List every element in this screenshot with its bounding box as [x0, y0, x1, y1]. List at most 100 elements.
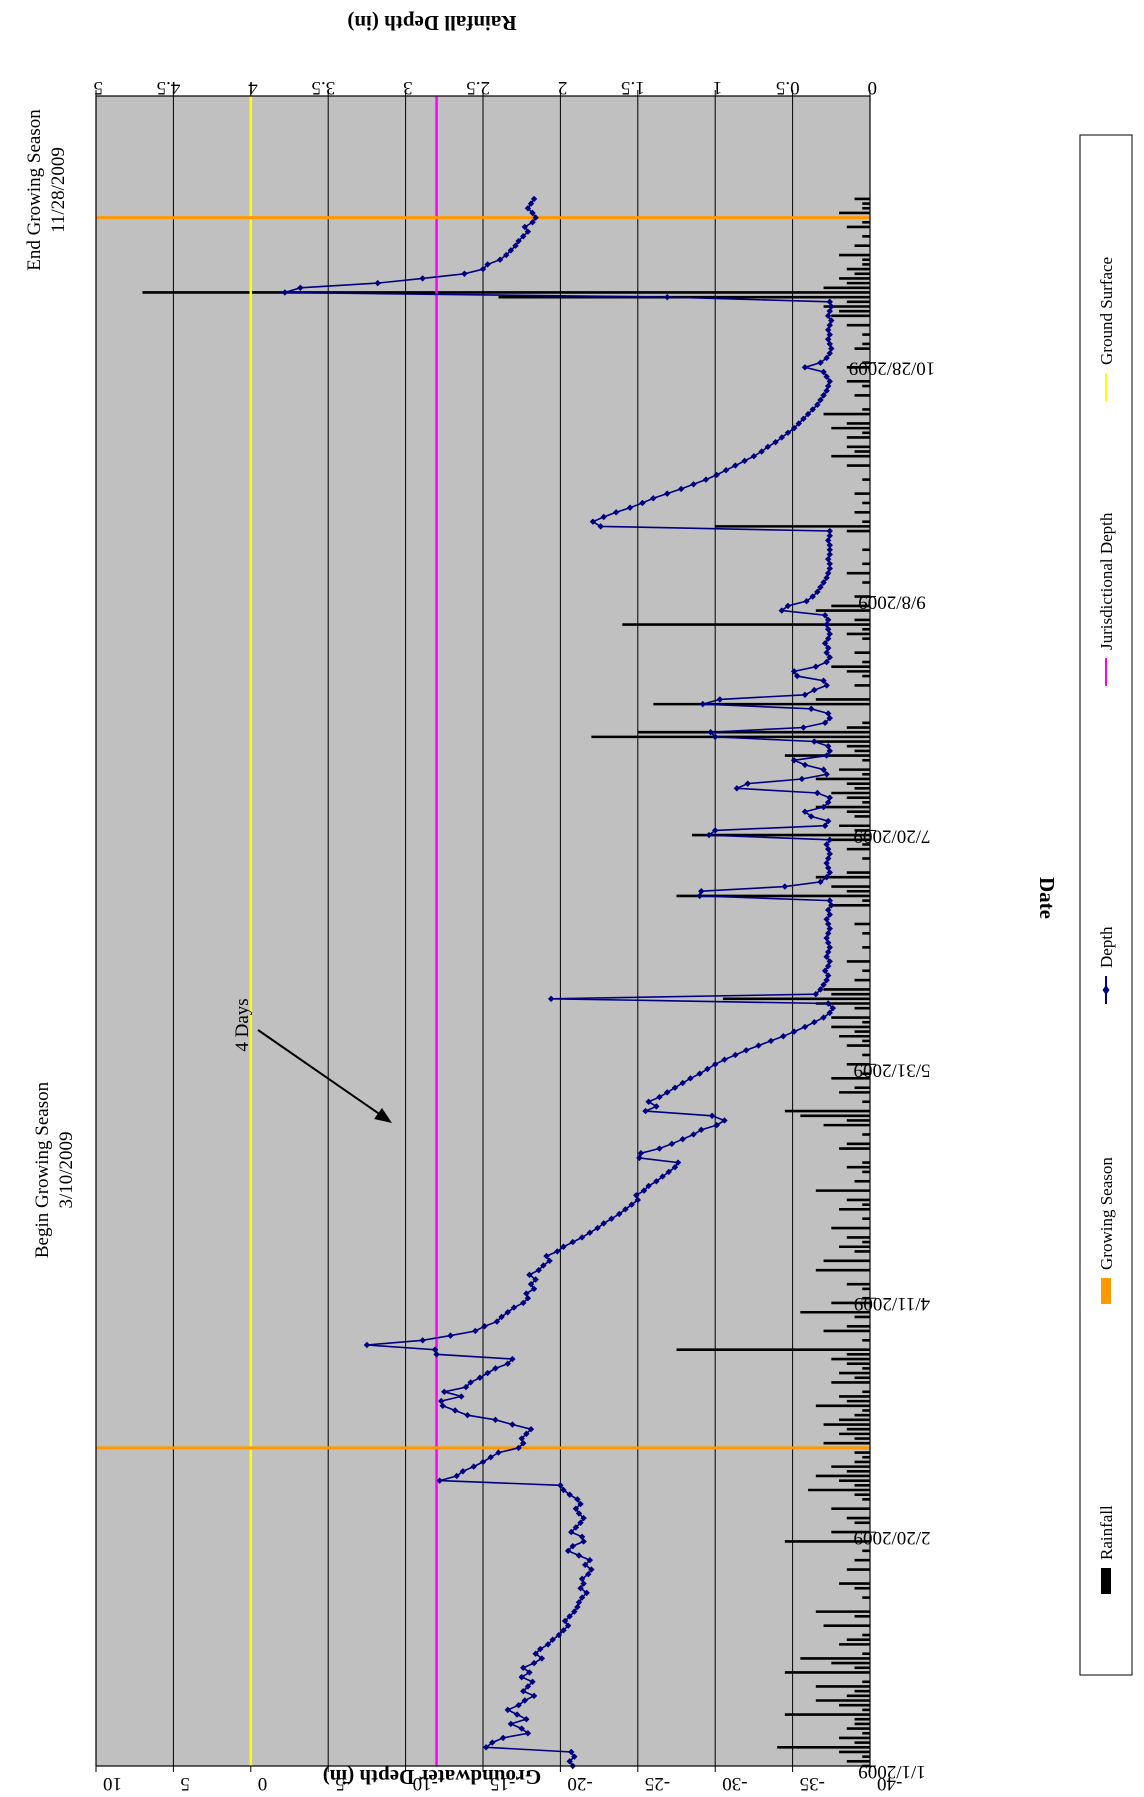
depth-point: [459, 1468, 467, 1475]
date-axis-tick-label: 4/11/2009: [854, 1293, 930, 1314]
left-axis-tick-label: 5: [180, 1773, 190, 1794]
left-axis-tick-label: -35: [800, 1773, 825, 1794]
depth-point: [803, 598, 810, 605]
depth-point: [554, 1248, 561, 1255]
depth-point: [564, 1547, 572, 1555]
right-axis-title: Rainfall Depth (in): [347, 11, 516, 35]
depth-point: [499, 1734, 507, 1742]
depth-point: [523, 1430, 530, 1438]
depth-point: [518, 1435, 525, 1442]
depth-point: [577, 1585, 584, 1592]
depth-point: [532, 1650, 539, 1657]
depth-point: [476, 1374, 484, 1381]
depth-point: [645, 1098, 652, 1105]
depth-point: [537, 1645, 544, 1653]
depth-point: [767, 1037, 775, 1045]
left-axis-tick-label: -15: [490, 1773, 515, 1794]
depth-point: [825, 930, 832, 937]
depth-point: [634, 1196, 641, 1204]
right-axis-tick-label: 0.5: [776, 77, 800, 98]
depth-point: [716, 696, 724, 703]
depth-point: [825, 1000, 832, 1007]
depth-point: [512, 242, 519, 249]
depth-point: [504, 1309, 511, 1316]
depth-point: [721, 1117, 728, 1124]
depth-point: [696, 892, 703, 900]
left-axis-tick-label: 10: [103, 1773, 122, 1794]
depth-point: [503, 251, 510, 259]
end-growing-season-line2: 11/28/2009: [48, 147, 69, 233]
depth-point: [825, 382, 832, 390]
depth-point: [823, 354, 830, 362]
depth-point: [441, 1388, 448, 1395]
depth-point: [447, 1332, 454, 1339]
right-axis-tick-label: 3.5: [311, 77, 335, 98]
legend-swatch: [1101, 1278, 1111, 1304]
depth-point: [812, 990, 820, 998]
begin-growing-season-annotation: Begin Growing Season 3/10/2009: [32, 1081, 77, 1258]
date-axis-tick-label: 10/28/2009: [849, 358, 936, 379]
depth-point: [419, 1337, 426, 1344]
depth-point: [530, 1692, 538, 1700]
depth-point: [829, 1004, 837, 1012]
left-axis-tick-label: -30: [722, 1773, 747, 1794]
depth-point: [581, 1561, 589, 1569]
depth-point: [823, 373, 830, 380]
depth-point: [801, 761, 809, 769]
depth-point: [571, 1608, 578, 1615]
depth-point: [825, 920, 832, 928]
depth-point: [583, 1589, 590, 1597]
depth-point: [825, 817, 832, 825]
depth-point: [628, 1201, 635, 1208]
depth-point: [823, 658, 830, 666]
depth-point: [758, 448, 765, 455]
depth-point: [492, 1416, 499, 1424]
depth-point: [569, 1238, 576, 1246]
begin-growing-season-line2: 3/10/2009: [56, 1131, 77, 1208]
legend-label: Ground Surface: [1097, 257, 1116, 365]
depth-point: [826, 897, 833, 904]
depth-point: [520, 1440, 527, 1447]
depth-point: [821, 822, 829, 829]
depth-point: [549, 1636, 556, 1643]
depth-point: [790, 757, 798, 764]
date-axis-tick-label: 7/20/2009: [853, 825, 930, 846]
depth-point: [481, 1323, 488, 1330]
depth-point: [826, 958, 833, 965]
depth-point: [809, 406, 816, 413]
date-axis-tick-label: 1/1/2009: [858, 1761, 926, 1782]
depth-point: [462, 1383, 470, 1391]
four-days-annotation: 4 Days: [232, 998, 392, 1123]
depth-point: [543, 1252, 550, 1260]
depth-point: [586, 1556, 594, 1564]
depth-point: [575, 1552, 583, 1559]
depth-point: [527, 1280, 535, 1288]
depth-point: [529, 219, 536, 226]
depth-point: [566, 1491, 573, 1498]
depth-point: [504, 1360, 511, 1367]
depth-point: [820, 803, 827, 811]
depth-point: [557, 1482, 564, 1489]
depth-point: [817, 583, 824, 591]
depth-point: [800, 415, 807, 422]
depth-point: [520, 1299, 527, 1307]
right-axis-tick-label: 5: [94, 77, 104, 98]
depth-point: [825, 855, 832, 862]
depth-point: [574, 1496, 581, 1503]
depth-point: [489, 1739, 496, 1746]
depth-point: [825, 906, 832, 914]
depth-point: [626, 504, 634, 511]
four-days-arrowhead: [374, 1108, 392, 1123]
depth-point: [453, 1472, 460, 1480]
depth-point: [521, 1697, 528, 1704]
depth-point: [821, 612, 829, 619]
left-axis-tick-label: -20: [567, 1773, 592, 1794]
depth-point: [764, 443, 772, 451]
depth-point: [439, 1402, 446, 1410]
depth-point: [812, 663, 820, 670]
depth-point: [671, 1164, 679, 1171]
depth-point: [436, 1477, 443, 1484]
depth-point: [772, 438, 779, 446]
depth-point: [547, 995, 555, 1003]
depth-point: [750, 452, 758, 460]
